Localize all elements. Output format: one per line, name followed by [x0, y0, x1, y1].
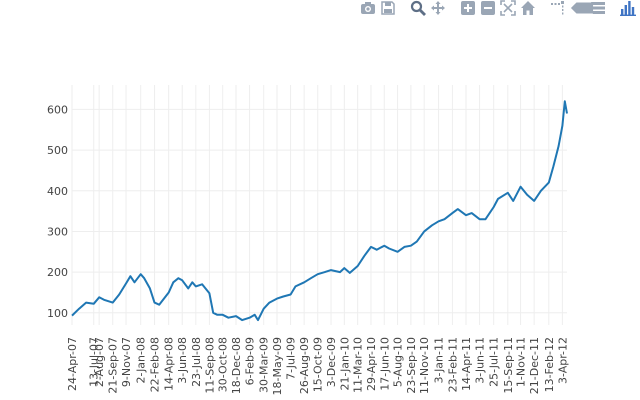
zoom-icon[interactable] [410, 0, 426, 16]
x-tick-label: 2-Jan-08 [135, 337, 148, 384]
modebar-group-logo [618, 0, 638, 16]
modebar-group-export [358, 0, 398, 16]
x-tick-label: 3-Dec-09 [325, 337, 338, 387]
x-tick-label: 13-Jul-07 [88, 337, 101, 387]
series-group [71, 100, 568, 322]
x-tick-label: 23-Jul-08 [190, 337, 203, 387]
modebar-group-drag [408, 0, 448, 16]
x-tick-label: 11-Mar-10 [352, 337, 365, 393]
x-tick-label: 3-Jun-11 [474, 337, 487, 384]
x-tick-label: 2-Aug-07 [93, 337, 106, 387]
x-tick-label: 22-Feb-08 [149, 337, 162, 392]
y-gridlines [72, 108, 567, 314]
x-tick-label: 30-Oct-08 [217, 337, 230, 392]
home-icon[interactable] [520, 0, 536, 16]
series-line-0 [71, 100, 568, 322]
x-tick-label: 15-Sep-11 [502, 337, 515, 394]
x-tick-label: 14-Apr-11 [460, 337, 473, 391]
x-tick-label: 14-Apr-08 [163, 337, 176, 391]
y-tick-label: 600 [47, 103, 68, 116]
y-tick-label: 500 [47, 144, 68, 157]
modebar-toolbar [348, 0, 638, 16]
y-tick-label: 100 [47, 307, 68, 320]
x-tick-label: 1-Nov-11 [515, 337, 528, 387]
zoom-in-icon[interactable] [460, 0, 476, 16]
x-tick-label: 3-Apr-12 [556, 337, 569, 384]
y-tick-label: 200 [47, 266, 68, 279]
x-tick-label: 21-Dec-11 [528, 337, 541, 394]
zoom-out-icon[interactable] [480, 0, 496, 16]
x-tick-label: 9-Nov-07 [120, 337, 133, 387]
x-tick-label: 15-Oct-09 [312, 337, 325, 392]
x-tick-label: 17-Jun-10 [378, 337, 391, 391]
x-tick-label: 13-Feb-12 [543, 337, 556, 392]
x-tick-label: 18-Dec-08 [230, 337, 243, 394]
x-gridlines [71, 85, 563, 325]
modebar-group-hover [548, 0, 608, 16]
x-tick-label: 21-Jan-10 [338, 337, 351, 391]
autoscale-icon[interactable] [500, 0, 516, 16]
x-tick-label: 7-Jul-09 [285, 337, 298, 380]
y-tick-label: 300 [47, 225, 68, 238]
x-tick-label: 24-Apr-07 [66, 337, 79, 391]
x-tick-label: 5-Aug-10 [392, 337, 405, 387]
y-tick-label: 400 [47, 185, 68, 198]
y-tick-labels: 100 200 300 400 500 600 [47, 103, 68, 319]
x-tick-label: 11-Nov-10 [418, 337, 431, 394]
x-tick-label: 6-Feb-09 [244, 337, 257, 385]
x-tick-labels: 24-Apr-07 13-Jul-072-Aug-07 21-Sep-07 9-Nov… [66, 337, 569, 395]
save-icon[interactable] [380, 0, 396, 16]
x-tick-label: 25-Jul-11 [488, 337, 501, 387]
modebar-group-zoom [458, 0, 538, 16]
x-tick-label: 3-Jan-11 [433, 337, 446, 384]
x-tick-label: 18-May-09 [271, 337, 284, 395]
pan-icon[interactable] [430, 0, 446, 16]
x-tick-label: 23-Sep-10 [405, 337, 418, 394]
hover-closest-icon[interactable] [570, 0, 594, 16]
x-tick-label: 3-Jun-08 [176, 337, 189, 384]
camera-icon[interactable] [360, 0, 376, 16]
plotly-logo-icon[interactable] [620, 0, 636, 16]
x-tick-label: 11-Sep-08 [203, 337, 216, 394]
spike-lines-icon[interactable] [550, 0, 566, 16]
x-tick-label: 29-Apr-10 [365, 337, 378, 391]
hover-compare-icon[interactable] [590, 0, 606, 16]
x-tick-label: 21-Sep-07 [107, 337, 120, 394]
x-tick-label: 23-Feb-11 [446, 337, 459, 392]
x-tick-label: 30-Mar-09 [258, 337, 271, 393]
x-tick-label: 26-Aug-09 [298, 337, 311, 394]
